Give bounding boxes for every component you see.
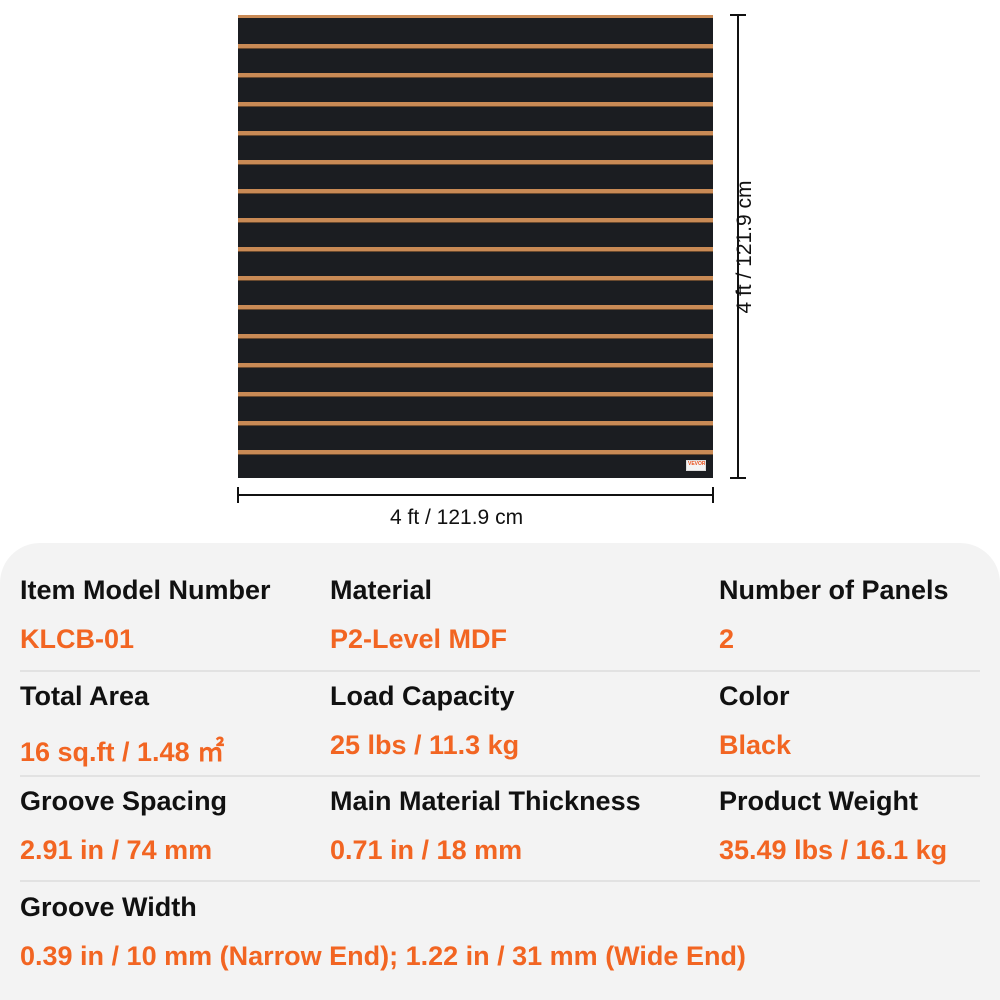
spec-label: Groove Spacing: [20, 786, 228, 816]
spec-value: Black: [719, 730, 792, 760]
spec-item: Load Capacity 25 lbs / 11.3 kg: [330, 681, 519, 761]
divider: [20, 670, 980, 672]
spec-value: KLCB-01: [20, 624, 135, 654]
spec-item: Main Material Thickness 0.71 in / 18 mm: [330, 786, 641, 866]
groove: [238, 421, 713, 425]
spec-value: P2-Level MDF: [330, 624, 508, 654]
divider: [20, 880, 980, 882]
groove: [238, 160, 713, 164]
groove: [238, 305, 713, 309]
groove: [238, 131, 713, 135]
spec-label: Total Area: [20, 681, 150, 711]
height-dimension-label: 4 ft / 121.9 cm: [733, 180, 756, 314]
spec-label: Load Capacity: [330, 681, 515, 711]
spec-label: Item Model Number: [20, 575, 271, 605]
spec-item: Product Weight 35.49 lbs / 16.1 kg: [719, 786, 947, 866]
spec-item: Groove Spacing 2.91 in / 74 mm: [20, 786, 227, 866]
spec-item: Item Model Number KLCB-01: [20, 575, 271, 655]
divider: [20, 775, 980, 777]
brand-label-text: VEVOR: [688, 461, 706, 467]
spec-label: Groove Width: [20, 892, 197, 922]
width-dimension-cap: [237, 487, 239, 503]
spec-label: Number of Panels: [719, 575, 949, 605]
slatwall-panel-image: VEVOR: [238, 15, 713, 478]
height-dimension-line: [737, 15, 739, 479]
spec-value: 2: [719, 624, 735, 654]
spec-value: 0.71 in / 18 mm: [330, 835, 523, 865]
groove: [238, 73, 713, 77]
spec-value: 35.49 lbs / 16.1 kg: [719, 835, 948, 865]
spec-item: Material P2-Level MDF: [330, 575, 507, 655]
groove: [238, 392, 713, 396]
spec-value: 16 sq.ft / 1.48 ㎡: [20, 737, 225, 767]
height-dimension-cap: [730, 14, 746, 16]
spec-label: Material: [330, 575, 433, 605]
spec-label: Main Material Thickness: [330, 786, 641, 816]
spec-item: Number of Panels 2: [719, 575, 949, 655]
spec-label: Color: [719, 681, 790, 711]
specs-card: [0, 543, 1000, 1000]
brand-label: VEVOR: [686, 460, 706, 471]
groove: [238, 102, 713, 106]
spec-item: Color Black: [719, 681, 791, 761]
groove: [238, 218, 713, 222]
width-dimension-label: 4 ft / 121.9 cm: [390, 506, 524, 529]
groove: [238, 44, 713, 48]
groove: [238, 450, 713, 454]
width-dimension-cap: [712, 487, 714, 503]
spec-item: Total Area 16 sq.ft / 1.48 ㎡: [20, 681, 224, 769]
spec-item: Groove Width 0.39 in / 10 mm (Narrow End)…: [20, 892, 746, 972]
height-dimension-cap: [730, 477, 746, 479]
spec-value: 0.39 in / 10 mm (Narrow End); 1.22 in / …: [20, 941, 746, 971]
groove: [238, 334, 713, 338]
spec-label: Product Weight: [719, 786, 918, 816]
groove: [238, 363, 713, 367]
spec-value: 25 lbs / 11.3 kg: [330, 730, 520, 760]
groove: [238, 276, 713, 280]
spec-value: 2.91 in / 74 mm: [20, 835, 213, 865]
groove: [238, 247, 713, 251]
width-dimension-line: [238, 494, 714, 496]
groove: [238, 189, 713, 193]
